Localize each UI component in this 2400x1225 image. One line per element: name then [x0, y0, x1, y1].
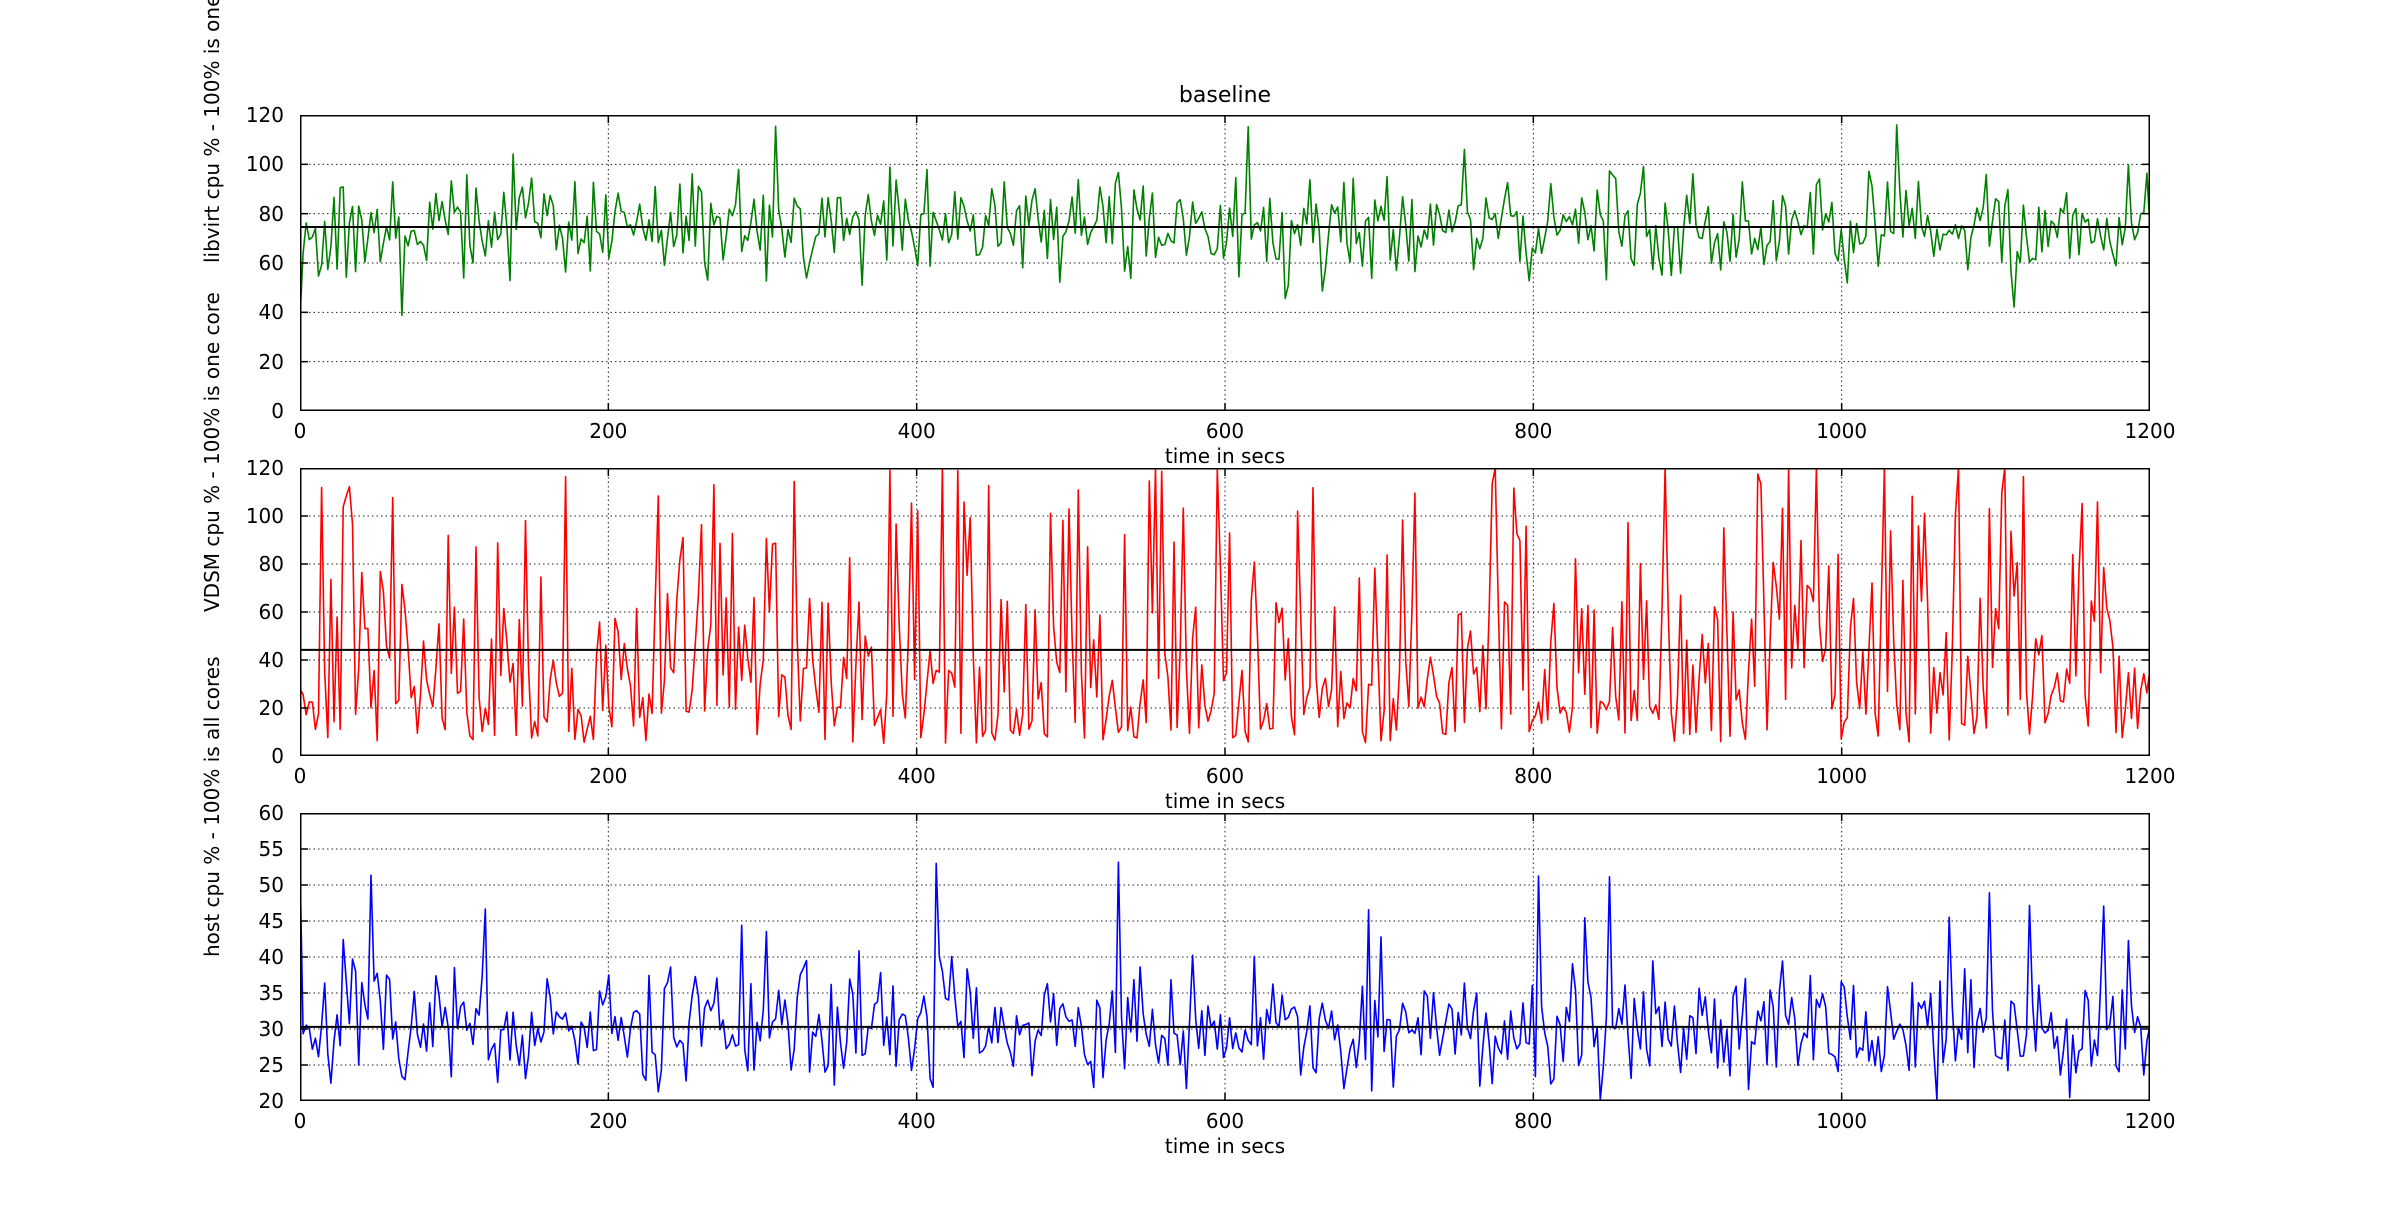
x-tick-label: 0: [293, 1109, 307, 1133]
data-line: [300, 124, 2150, 318]
y-tick-label: 120: [245, 103, 284, 127]
x-axis-label: time in secs: [1164, 789, 1286, 813]
x-tick-label: 200: [589, 1109, 628, 1133]
y-tick-label: 40: [258, 648, 284, 672]
x-tick-label: 800: [1514, 764, 1553, 788]
y-tick-label: 60: [258, 600, 284, 624]
y-tick-labels: 0 20 40 60 80 100 120: [212, 103, 292, 423]
x-tick-label: 1200: [2124, 419, 2176, 443]
y-tick-label: 25: [258, 1053, 284, 1077]
x-tick-label: 200: [589, 419, 628, 443]
x-tick-label: 0: [293, 419, 307, 443]
line-plot: [300, 468, 2150, 756]
x-tick-labels: 0 200 400 600 800 1000 1200: [294, 419, 2176, 445]
x-tick-label: 1200: [2124, 1109, 2176, 1133]
x-tick-label: 400: [897, 1109, 936, 1133]
plot-area: [300, 468, 2150, 756]
y-tick-label: 80: [258, 201, 284, 226]
y-tick-label: 100: [245, 504, 284, 528]
x-tick-label: 600: [1205, 764, 1245, 788]
data-line: [300, 861, 2150, 1101]
y-tick-label: 30: [258, 1017, 284, 1041]
line-plot: [300, 813, 2150, 1101]
y-tick-label: 40: [258, 300, 284, 325]
y-tick-label: 45: [258, 909, 284, 933]
x-tick-label: 1000: [1816, 1109, 1868, 1133]
x-tick-label: 600: [1205, 1109, 1245, 1133]
axis-frame: [300, 115, 2150, 411]
y-tick-label: 100: [245, 152, 284, 177]
x-tick-labels: 0 200 400 600 800 1000 1200: [294, 1109, 2176, 1135]
y-tick-label: 0: [271, 399, 284, 423]
x-tick-label: 800: [1514, 1109, 1553, 1133]
plot-area: [300, 115, 2150, 411]
x-tick-label: 200: [589, 764, 628, 788]
y-tick-label: 20: [258, 696, 284, 720]
y-tick-label: 0: [271, 744, 284, 768]
x-tick-labels: 0 200 400 600 800 1000 1200: [294, 764, 2176, 790]
y-tick-label: 55: [258, 837, 284, 861]
x-tick-label: 1000: [1816, 419, 1868, 443]
x-tick-label: 400: [897, 419, 936, 443]
axis-frame: [300, 468, 2150, 756]
line-plot: [300, 115, 2150, 411]
y-tick-label: 20: [258, 1089, 284, 1113]
x-axis-label: time in secs: [1164, 1134, 1286, 1158]
y-tick-labels: 20 25 30 35 40 45 50 55 60: [212, 801, 292, 1113]
plot-area: [300, 813, 2150, 1101]
data-line: [300, 468, 2150, 745]
x-axis-label: time in secs: [1164, 444, 1286, 468]
y-tick-label: 60: [258, 251, 284, 275]
x-tick-label: 1000: [1816, 764, 1868, 788]
y-tick-labels: 0 20 40 60 80 100 120: [212, 456, 292, 768]
y-tick-label: 60: [258, 801, 284, 825]
x-tick-label: 0: [293, 764, 307, 788]
y-tick-label: 120: [245, 456, 284, 480]
x-tick-label: 1200: [2124, 764, 2176, 788]
x-tick-label: 800: [1514, 419, 1553, 443]
y-tick-label: 40: [258, 945, 284, 969]
y-tick-label: 80: [258, 552, 284, 576]
axis-frame: [300, 813, 2150, 1101]
y-tick-label: 35: [258, 981, 284, 1005]
y-tick-label: 20: [258, 349, 284, 374]
x-tick-label: 400: [897, 764, 936, 788]
figure-title: baseline: [1178, 83, 1272, 108]
y-tick-label: 50: [258, 873, 284, 897]
x-tick-label: 600: [1205, 419, 1245, 443]
